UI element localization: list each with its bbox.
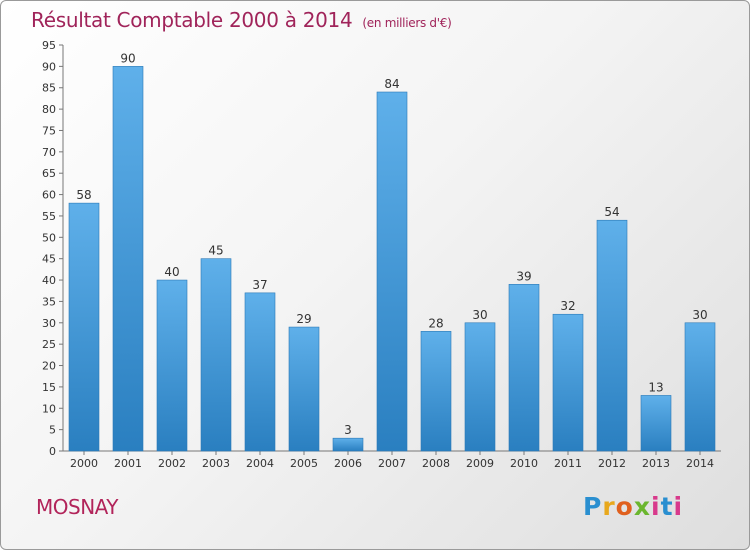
bar-2013 — [640, 395, 672, 452]
y-tick-label: 30 — [42, 317, 56, 330]
data-label-2008: 28 — [428, 316, 443, 330]
bar-2004 — [244, 292, 276, 452]
bar-2012 — [596, 219, 628, 452]
proxiti-logo: Proxiti — [583, 492, 684, 521]
data-label-2000: 58 — [76, 188, 91, 202]
bar-2011 — [552, 313, 584, 452]
x-tick-label-2008: 2008 — [422, 457, 450, 470]
y-tick-label: 90 — [42, 60, 56, 73]
x-tick-label-2006: 2006 — [334, 457, 362, 470]
bar-2001 — [112, 66, 144, 452]
bar-2002 — [156, 279, 188, 452]
y-tick-label: 70 — [42, 146, 56, 159]
y-tick-label: 15 — [42, 381, 56, 394]
x-tick-label-2011: 2011 — [554, 457, 582, 470]
x-tick-label-2005: 2005 — [290, 457, 318, 470]
data-label-2012: 54 — [604, 205, 619, 219]
bar-2008 — [420, 331, 452, 452]
y-tick-label: 85 — [42, 82, 56, 95]
commune-name: MOSNAY — [36, 495, 119, 519]
y-tick-label: 60 — [42, 189, 56, 202]
y-tick-label: 25 — [42, 338, 56, 351]
x-tick-label-2010: 2010 — [510, 457, 538, 470]
data-label-2013: 13 — [648, 380, 663, 394]
data-label-2001: 90 — [120, 51, 135, 65]
bar-2009 — [464, 322, 496, 452]
y-tick-label: 40 — [42, 274, 56, 287]
y-tick-label: 50 — [42, 231, 56, 244]
y-tick-label: 10 — [42, 402, 56, 415]
chart-title: Résultat Comptable 2000 à 2014 (en millie… — [31, 8, 452, 32]
y-tick-label: 55 — [42, 210, 56, 223]
data-label-2002: 40 — [164, 265, 179, 279]
bar-2007 — [376, 91, 408, 452]
x-tick-label-2014: 2014 — [686, 457, 714, 470]
bar-2014 — [684, 322, 716, 452]
x-tick-label-2013: 2013 — [642, 457, 670, 470]
x-tick-label-2001: 2001 — [114, 457, 142, 470]
y-tick-label: 65 — [42, 167, 56, 180]
y-tick-label: 20 — [42, 360, 56, 373]
x-tick-label-2002: 2002 — [158, 457, 186, 470]
y-tick-label: 35 — [42, 295, 56, 308]
x-tick-label-2012: 2012 — [598, 457, 626, 470]
y-tick-label: 80 — [42, 103, 56, 116]
bar-2010 — [508, 284, 540, 452]
x-tick-label-2009: 2009 — [466, 457, 494, 470]
chart-bars: 58 90 40 45 37 29 3 84 28 30 39 32 54 13 30 — [68, 51, 716, 452]
data-label-2011: 32 — [560, 299, 575, 313]
chart-title-text: Résultat Comptable 2000 à 2014 — [31, 8, 353, 32]
data-label-2003: 45 — [208, 244, 223, 258]
x-tick-label-2007: 2007 — [378, 457, 406, 470]
data-label-2004: 37 — [252, 278, 267, 292]
x-tick-label-2003: 2003 — [202, 457, 230, 470]
x-tick-label-2004: 2004 — [246, 457, 274, 470]
x-tick-label-2000: 2000 — [70, 457, 98, 470]
y-tick-label: 5 — [49, 424, 56, 437]
data-label-2007: 84 — [384, 77, 399, 91]
data-label-2006: 3 — [344, 423, 352, 437]
bar-2003 — [200, 258, 232, 452]
data-label-2005: 29 — [296, 312, 311, 326]
bar-2000 — [68, 202, 100, 452]
y-tick-label: 45 — [42, 253, 56, 266]
bar-2005 — [288, 326, 320, 452]
data-label-2010: 39 — [516, 269, 531, 283]
bar-2006 — [332, 437, 364, 452]
y-tick-label: 0 — [49, 445, 56, 458]
y-tick-label: 75 — [42, 124, 56, 137]
y-tick-label: 95 — [42, 39, 56, 52]
data-label-2009: 30 — [472, 308, 487, 322]
chart-unit-label: (en milliers d'€) — [362, 16, 452, 30]
data-label-2014: 30 — [692, 308, 707, 322]
chart-axes: 0 5 10 15 20 25 30 35 40 45 50 55 60 65 70 75 80 85 90 95 20… — [42, 39, 721, 470]
